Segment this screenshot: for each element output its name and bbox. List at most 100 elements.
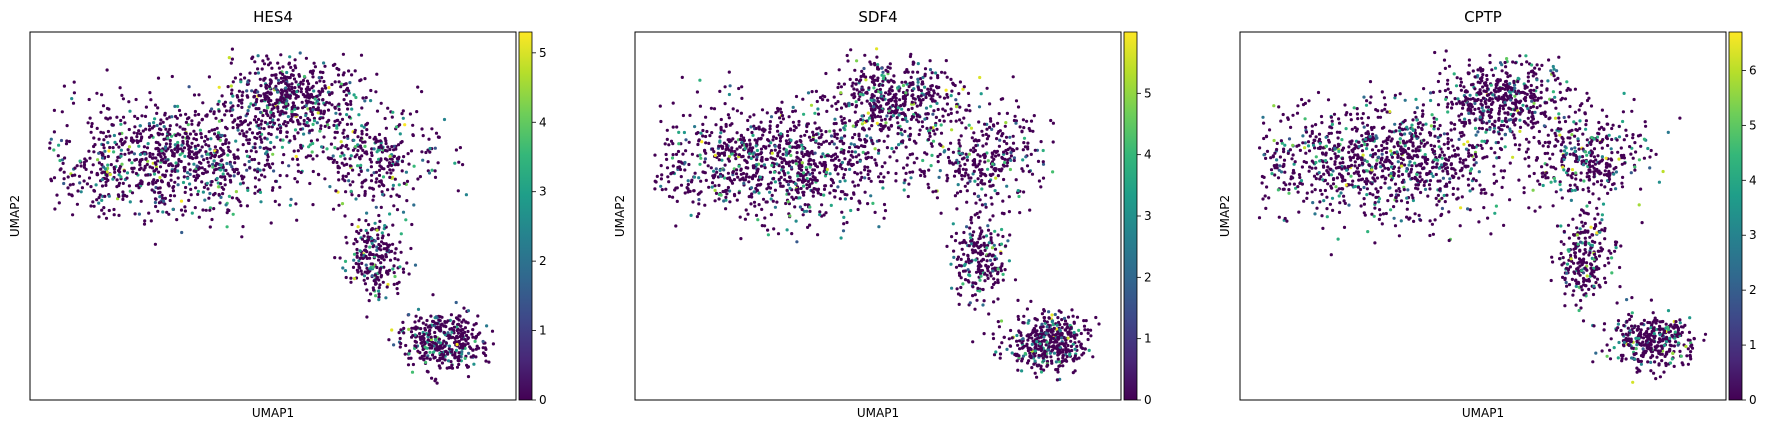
scatter-point [376,258,381,262]
scatter-point [666,175,670,179]
scatter-point [305,120,309,125]
scatter-point [848,119,852,123]
scatter-point [372,147,376,151]
scatter-point [106,154,110,159]
scatter-point [117,181,122,185]
scatter-point [242,134,246,138]
scatter-point [788,160,792,164]
scatter-point [872,105,876,109]
scatter-point [147,211,151,215]
scatter-point [277,66,281,70]
scatter-point [343,157,347,161]
scatter-point [946,95,950,99]
scatter-point [875,55,879,59]
scatter-point [906,156,910,160]
scatter-point [833,157,838,161]
scatter-point [718,174,723,178]
scatter-point [1037,353,1041,358]
scatter-point [1086,337,1090,342]
scatter-point [256,54,260,58]
scatter-point [341,52,345,56]
scatter-point [454,300,458,305]
scatter-point [1045,325,1049,329]
scatter-point [196,189,200,193]
scatter-point [954,105,959,109]
scatter-point [773,180,778,184]
scatter-point [258,168,262,172]
scatter-point [100,156,105,160]
scatter-point [427,171,432,175]
scatter-point [977,215,981,219]
scatter-point [718,135,722,139]
scatter-point [929,142,934,146]
scatter-point [1036,336,1040,340]
scatter-point [818,161,822,165]
scatter-point [928,131,932,135]
scatter-point [184,185,188,190]
scatter-point [266,90,270,94]
scatter-point [978,210,982,214]
scatter-point [315,99,319,103]
scatter-point [799,186,803,191]
scatter-point [990,263,994,267]
scatter-point [227,56,231,60]
scatter-point [161,196,165,200]
scatter-point [993,169,998,173]
scatter-point [226,208,230,212]
scatter-point [1005,347,1009,351]
scatter-point [262,127,266,131]
scatter-point [883,209,888,213]
scatter-point [100,153,104,157]
scatter-point [677,160,681,164]
scatter-point [659,164,663,168]
scatter-point [185,140,190,144]
scatter-point [405,179,410,183]
scatter-point [220,94,224,98]
scatter-point [1089,328,1093,332]
scatter-point [268,116,272,120]
scatter-point [181,135,185,139]
scatter-point [1039,185,1043,189]
scatter-point [260,140,264,144]
scatter-point [876,151,881,155]
scatter-point [997,345,1002,349]
scatter-point [309,154,313,158]
scatter-point [134,157,139,162]
scatter-point [377,225,381,229]
scatter-point [230,88,234,92]
scatter-point [294,113,298,117]
scatter-point [173,143,177,147]
scatter-point [320,87,324,91]
scatter-point [298,122,302,126]
scatter-point [193,206,197,210]
scatter-point [209,151,213,155]
scatter-point [309,92,313,97]
scatter-point [100,163,104,167]
scatter-point [360,185,364,189]
scatter-point [1061,364,1065,368]
scatter-point [670,156,675,160]
scatter-point [915,156,919,160]
scatter-point [759,147,764,151]
scatter-point [491,342,495,346]
scatter-point [335,126,339,130]
scatter-point [989,119,993,123]
scatter-point [258,190,263,194]
scatter-point [108,172,112,177]
scatter-point [134,97,138,102]
scatter-point [939,123,943,127]
scatter-point [840,210,844,214]
scatter-point [1040,328,1044,332]
scatter-point [131,170,135,174]
scatter-point [422,358,426,362]
scatter-point [923,174,927,178]
scatter-point [197,93,201,97]
scatter-point [768,130,772,134]
scatter-point [665,137,669,141]
scatter-point [864,152,868,156]
scatter-point [1066,343,1070,348]
scatter-point [315,81,319,85]
scatter-point [286,115,290,119]
scatter-point [867,127,871,131]
scatter-point [1030,342,1034,346]
